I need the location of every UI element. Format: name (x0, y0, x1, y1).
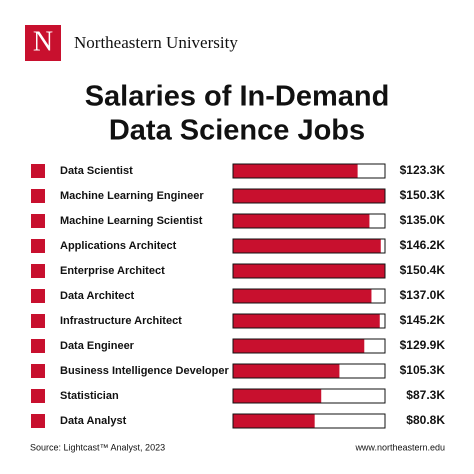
bar (233, 414, 315, 428)
category-label: Business Intelligence Developer (60, 365, 229, 377)
bullet (31, 364, 45, 378)
value-label: $135.0K (400, 213, 446, 227)
bullet (31, 289, 45, 303)
bar-outline (232, 188, 386, 204)
bullet (31, 164, 45, 178)
bar (233, 264, 385, 278)
category-label: Machine Learning Engineer (60, 190, 204, 202)
chart-title: Data Science Jobs (109, 115, 365, 147)
bar (233, 289, 372, 303)
value-label: $145.2K (400, 313, 446, 327)
category-label: Statistician (60, 390, 119, 402)
source: Source: Lightcast™ Analyst, 2023 (30, 442, 165, 452)
bar (233, 364, 340, 378)
value-label: $150.3K (400, 188, 446, 202)
category-label: Data Engineer (60, 340, 135, 352)
logo-letter: N (33, 26, 53, 57)
bullet (31, 264, 45, 278)
bar (233, 314, 380, 328)
category-label: Enterprise Architect (60, 265, 165, 277)
category-label: Data Scientist (60, 165, 133, 177)
bar-outline (232, 263, 386, 279)
bar-outline (232, 413, 386, 429)
value-label: $146.2K (400, 238, 446, 252)
value-label: $87.3K (406, 388, 445, 402)
value-label: $137.0K (400, 288, 446, 302)
bar-outline (232, 363, 386, 379)
bar (233, 239, 381, 253)
bar-outline (232, 238, 386, 254)
category-label: Data Architect (60, 290, 135, 302)
value-label: $105.3K (400, 363, 446, 377)
bar (233, 164, 358, 178)
value-label: $150.4K (400, 263, 446, 277)
bar-outline (232, 338, 386, 354)
bar (233, 389, 322, 403)
logo (25, 25, 61, 61)
bullet (31, 189, 45, 203)
bullet (31, 314, 45, 328)
bar-outline (232, 288, 386, 304)
bar (233, 339, 365, 353)
category-label: Data Analyst (60, 415, 127, 427)
category-label: Applications Architect (60, 240, 177, 252)
chart-title: Salaries of In-Demand (85, 81, 390, 113)
value-label: $80.8K (406, 413, 445, 427)
bar-outline (232, 213, 386, 229)
url: www.northeastern.edu (354, 442, 445, 452)
bullet (31, 339, 45, 353)
bar-outline (232, 313, 386, 329)
value-label: $129.9K (400, 338, 446, 352)
bar (233, 214, 370, 228)
bullet (31, 389, 45, 403)
bullet (31, 414, 45, 428)
bar-outline (232, 388, 386, 404)
value-label: $123.3K (400, 163, 446, 177)
bar-outline (232, 163, 386, 179)
bullet (31, 239, 45, 253)
brand-name: Northeastern University (74, 33, 238, 52)
category-label: Machine Learning Scientist (60, 215, 203, 227)
category-label: Infrastructure Architect (60, 315, 182, 327)
bar (233, 189, 385, 203)
bullet (31, 214, 45, 228)
